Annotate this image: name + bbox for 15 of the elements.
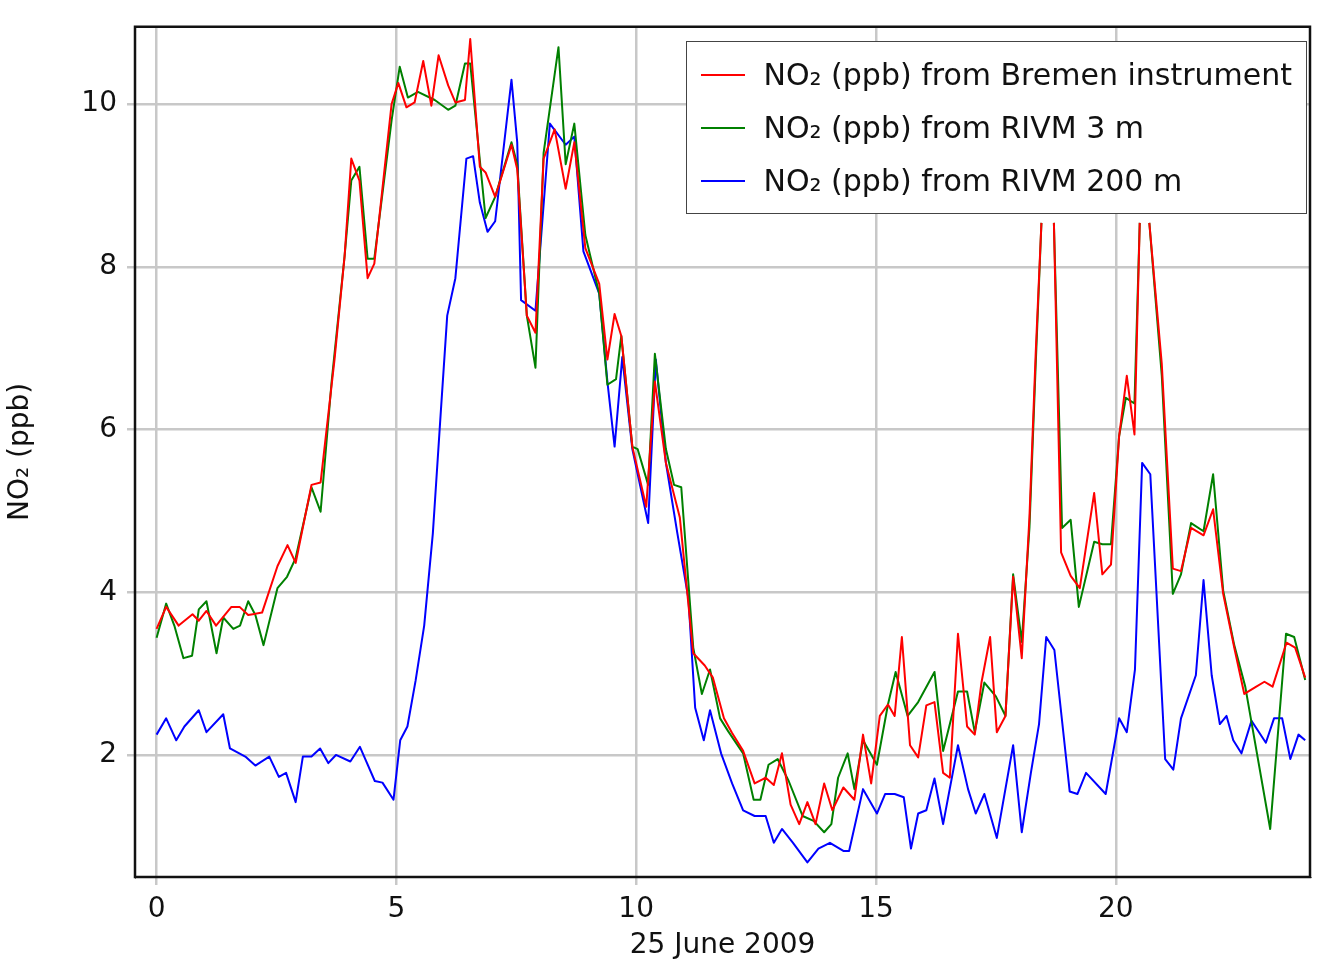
legend-label: NO₂ (ppb) from RIVM 200 m	[763, 163, 1183, 198]
legend-label: NO₂ (ppb) from Bremen instrument	[763, 57, 1292, 92]
x-tick-label: 20	[1097, 891, 1134, 925]
y-tick-label: 2	[99, 736, 117, 770]
y-tick-label: 10	[81, 85, 117, 119]
x-tick-label: 15	[858, 891, 894, 925]
y-tick-label: 8	[99, 248, 117, 282]
legend-label: NO₂ (ppb) from RIVM 3 m	[763, 110, 1144, 145]
x-tick-label: 10	[618, 891, 654, 925]
y-axis-title: NO₂ (ppb)	[2, 382, 36, 522]
x-tick-label: 5	[387, 891, 406, 925]
x-tick-label: 0	[147, 891, 166, 925]
y-tick-label: 4	[99, 573, 117, 607]
y-tick-label: 6	[99, 410, 117, 444]
x-axis-title: 25 June 2009	[629, 927, 816, 961]
